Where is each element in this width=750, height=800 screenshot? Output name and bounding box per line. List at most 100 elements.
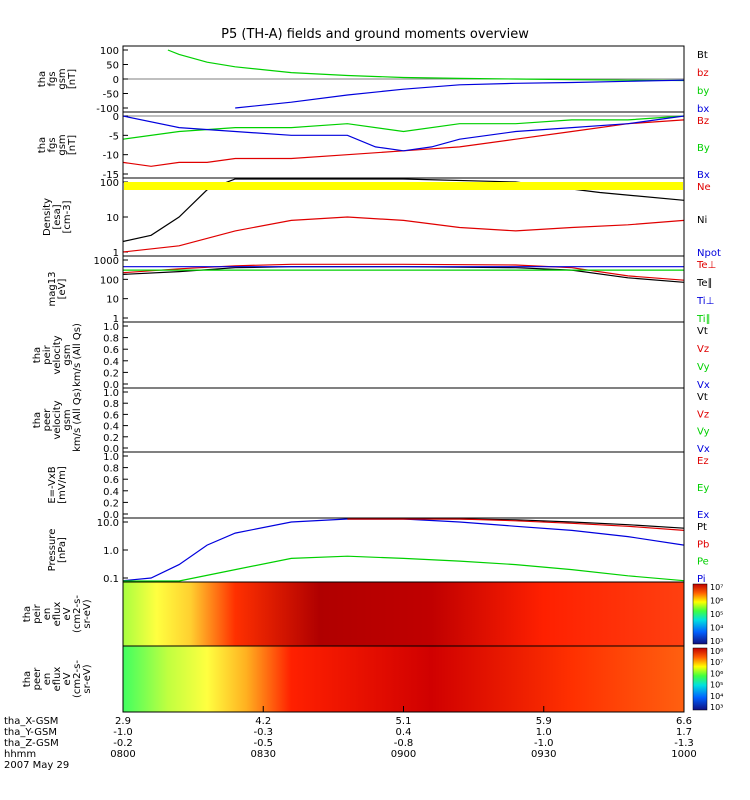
ylabel-p2-2: gsm xyxy=(57,134,68,155)
xaxis-value-2-0: -0.2 xyxy=(113,738,133,749)
ytick-p5-3: 0.4 xyxy=(103,357,119,368)
ylabel-p9-2: en xyxy=(42,608,53,621)
ytick-p6-2: 0.6 xyxy=(103,410,119,421)
ylabel-p5-4: km/s (All Qs) xyxy=(72,323,83,387)
xaxis-value-1-0: -1.0 xyxy=(113,727,133,738)
ytick-p2-1: -5 xyxy=(109,131,119,142)
legend-p1-0: Bt xyxy=(697,50,708,61)
xaxis-value-1-3: 1.0 xyxy=(536,727,552,738)
colorbar-label-p10-2: 10⁶ xyxy=(710,669,723,678)
ylabel-p1-1: fgs xyxy=(47,71,58,86)
xaxis-value-2-2: -0.8 xyxy=(394,738,414,749)
legend-p1-1: bz xyxy=(697,68,709,79)
ylabel-p3-2: [cm-3] xyxy=(62,200,73,233)
ylabel-p9-1: peir xyxy=(32,603,43,623)
ylabel-p6-1: peer xyxy=(42,408,53,432)
quality-flag-bar xyxy=(124,182,683,190)
panel-frame-p7 xyxy=(122,451,685,519)
series-p8-Pb xyxy=(347,518,685,531)
colorbar-label-p10-3: 10⁵ xyxy=(710,681,723,690)
ytick-p2-3: -15 xyxy=(103,170,119,181)
ylabel-p5-1: peir xyxy=(42,344,53,364)
ylabel-p7-0: E=-VxB xyxy=(47,466,58,503)
colorbar-label-p9-1: 10⁶ xyxy=(710,597,723,606)
ytick-p7-2: 0.6 xyxy=(103,475,119,486)
ytick-p4-2: 10 xyxy=(106,295,119,306)
xaxis-value-3-4: 1000 xyxy=(671,749,696,760)
legend-p3-0: Ne xyxy=(697,182,711,193)
figure-title: P5 (TH-A) fields and ground moments over… xyxy=(221,27,529,42)
ylabel-p4-0: mag13 xyxy=(47,272,58,307)
ytick-p7-0: 1.0 xyxy=(103,452,119,463)
ytick-p7-1: 0.8 xyxy=(103,464,119,475)
series-p1-bx xyxy=(235,79,685,109)
ytick-p7-4: 0.2 xyxy=(103,498,119,509)
ylabel-p10-3: eflux xyxy=(52,667,63,692)
ylabel-p6-0: tha xyxy=(32,412,43,428)
heatmap-p10 xyxy=(123,646,684,712)
ytick-p2-2: -10 xyxy=(103,151,119,162)
ylabel-p1-0: tha xyxy=(37,71,48,87)
panel-frame-p6 xyxy=(122,387,685,453)
ylabel-p9-4: eV xyxy=(62,607,73,620)
ytick-p4-3: 1 xyxy=(113,314,119,325)
legend-p3-2: Npot xyxy=(697,248,721,259)
legend-p5-2: Vy xyxy=(697,362,710,373)
ytick-p5-5: 0.0 xyxy=(103,380,119,391)
legend-p7-2: Ex xyxy=(697,510,709,521)
legend-p1-2: by xyxy=(697,86,709,97)
panel-frame-p2 xyxy=(122,111,685,179)
ylabel-p9-5: (cm2-s- xyxy=(72,595,83,633)
xaxis-value-2-3: -1.0 xyxy=(534,738,554,749)
legend-p6-3: Vx xyxy=(697,444,710,455)
xaxis-value-0-2: 5.1 xyxy=(396,716,412,727)
ylabel-p9-3: eflux xyxy=(52,602,63,627)
series-p8-Pe xyxy=(123,555,685,582)
ytick-p5-1: 0.8 xyxy=(103,334,119,345)
ylabel-p6-3: gsm xyxy=(62,409,73,430)
legend-p2-1: By xyxy=(697,143,710,154)
ylabel-p5-2: velocity xyxy=(52,335,63,374)
ylabel-p5-3: gsm xyxy=(62,344,73,365)
ylabel-p6-4: km/s (All Qs) xyxy=(72,388,83,452)
series-p4-Te xyxy=(122,263,685,281)
xaxis-row-label-3: hhmm xyxy=(4,749,36,760)
ylabel-p2-3: [nT] xyxy=(67,135,78,155)
ylabel-p3-1: [esa] xyxy=(52,204,63,229)
colorbar-label-p9-0: 10⁷ xyxy=(710,583,723,592)
legend-p3-1: Ni xyxy=(697,215,707,226)
xaxis-value-3-3: 0930 xyxy=(531,749,556,760)
legend-p6-0: Vt xyxy=(697,392,708,403)
ylabel-p8-0: Pressure xyxy=(47,529,58,572)
ylabel-p1-2: gsm xyxy=(57,68,68,89)
ylabel-p9-0: tha xyxy=(22,606,33,622)
ytick-p6-4: 0.2 xyxy=(103,433,119,444)
legend-p1-3: bx xyxy=(697,104,709,115)
ylabel-p4-1: [eV] xyxy=(57,279,68,300)
series-p2-By xyxy=(122,115,685,140)
ytick-p5-0: 1.0 xyxy=(103,322,119,333)
legend-p8-2: Pe xyxy=(697,557,709,568)
ytick-p1-4: -100 xyxy=(96,104,119,115)
ytick-p2-0: 0 xyxy=(113,112,119,123)
legend-p2-0: Bz xyxy=(697,116,709,127)
ylabel-p10-5: (cm2-s- xyxy=(72,660,83,698)
ylabel-p10-1: peer xyxy=(32,667,43,691)
series-p4-Te xyxy=(122,266,685,283)
legend-p5-3: Vx xyxy=(697,380,710,391)
legend-p4-1: Te∥ xyxy=(696,278,713,289)
ytick-p4-1: 100 xyxy=(100,275,119,286)
colorbar-p9 xyxy=(692,583,708,645)
ylabel-p2-1: fgs xyxy=(47,137,58,152)
xaxis-value-3-1: 0830 xyxy=(251,749,276,760)
ytick-p1-2: 0 xyxy=(113,75,119,86)
ytick-p3-0: 100 xyxy=(100,178,119,189)
panel-frame-p4 xyxy=(122,255,685,323)
ytick-p5-4: 0.2 xyxy=(103,368,119,379)
ytick-p8-0: 10.0 xyxy=(97,518,119,529)
legend-p7-0: Ez xyxy=(697,456,709,467)
ytick-p7-3: 0.4 xyxy=(103,487,119,498)
ylabel-p10-4: eV xyxy=(62,672,73,685)
